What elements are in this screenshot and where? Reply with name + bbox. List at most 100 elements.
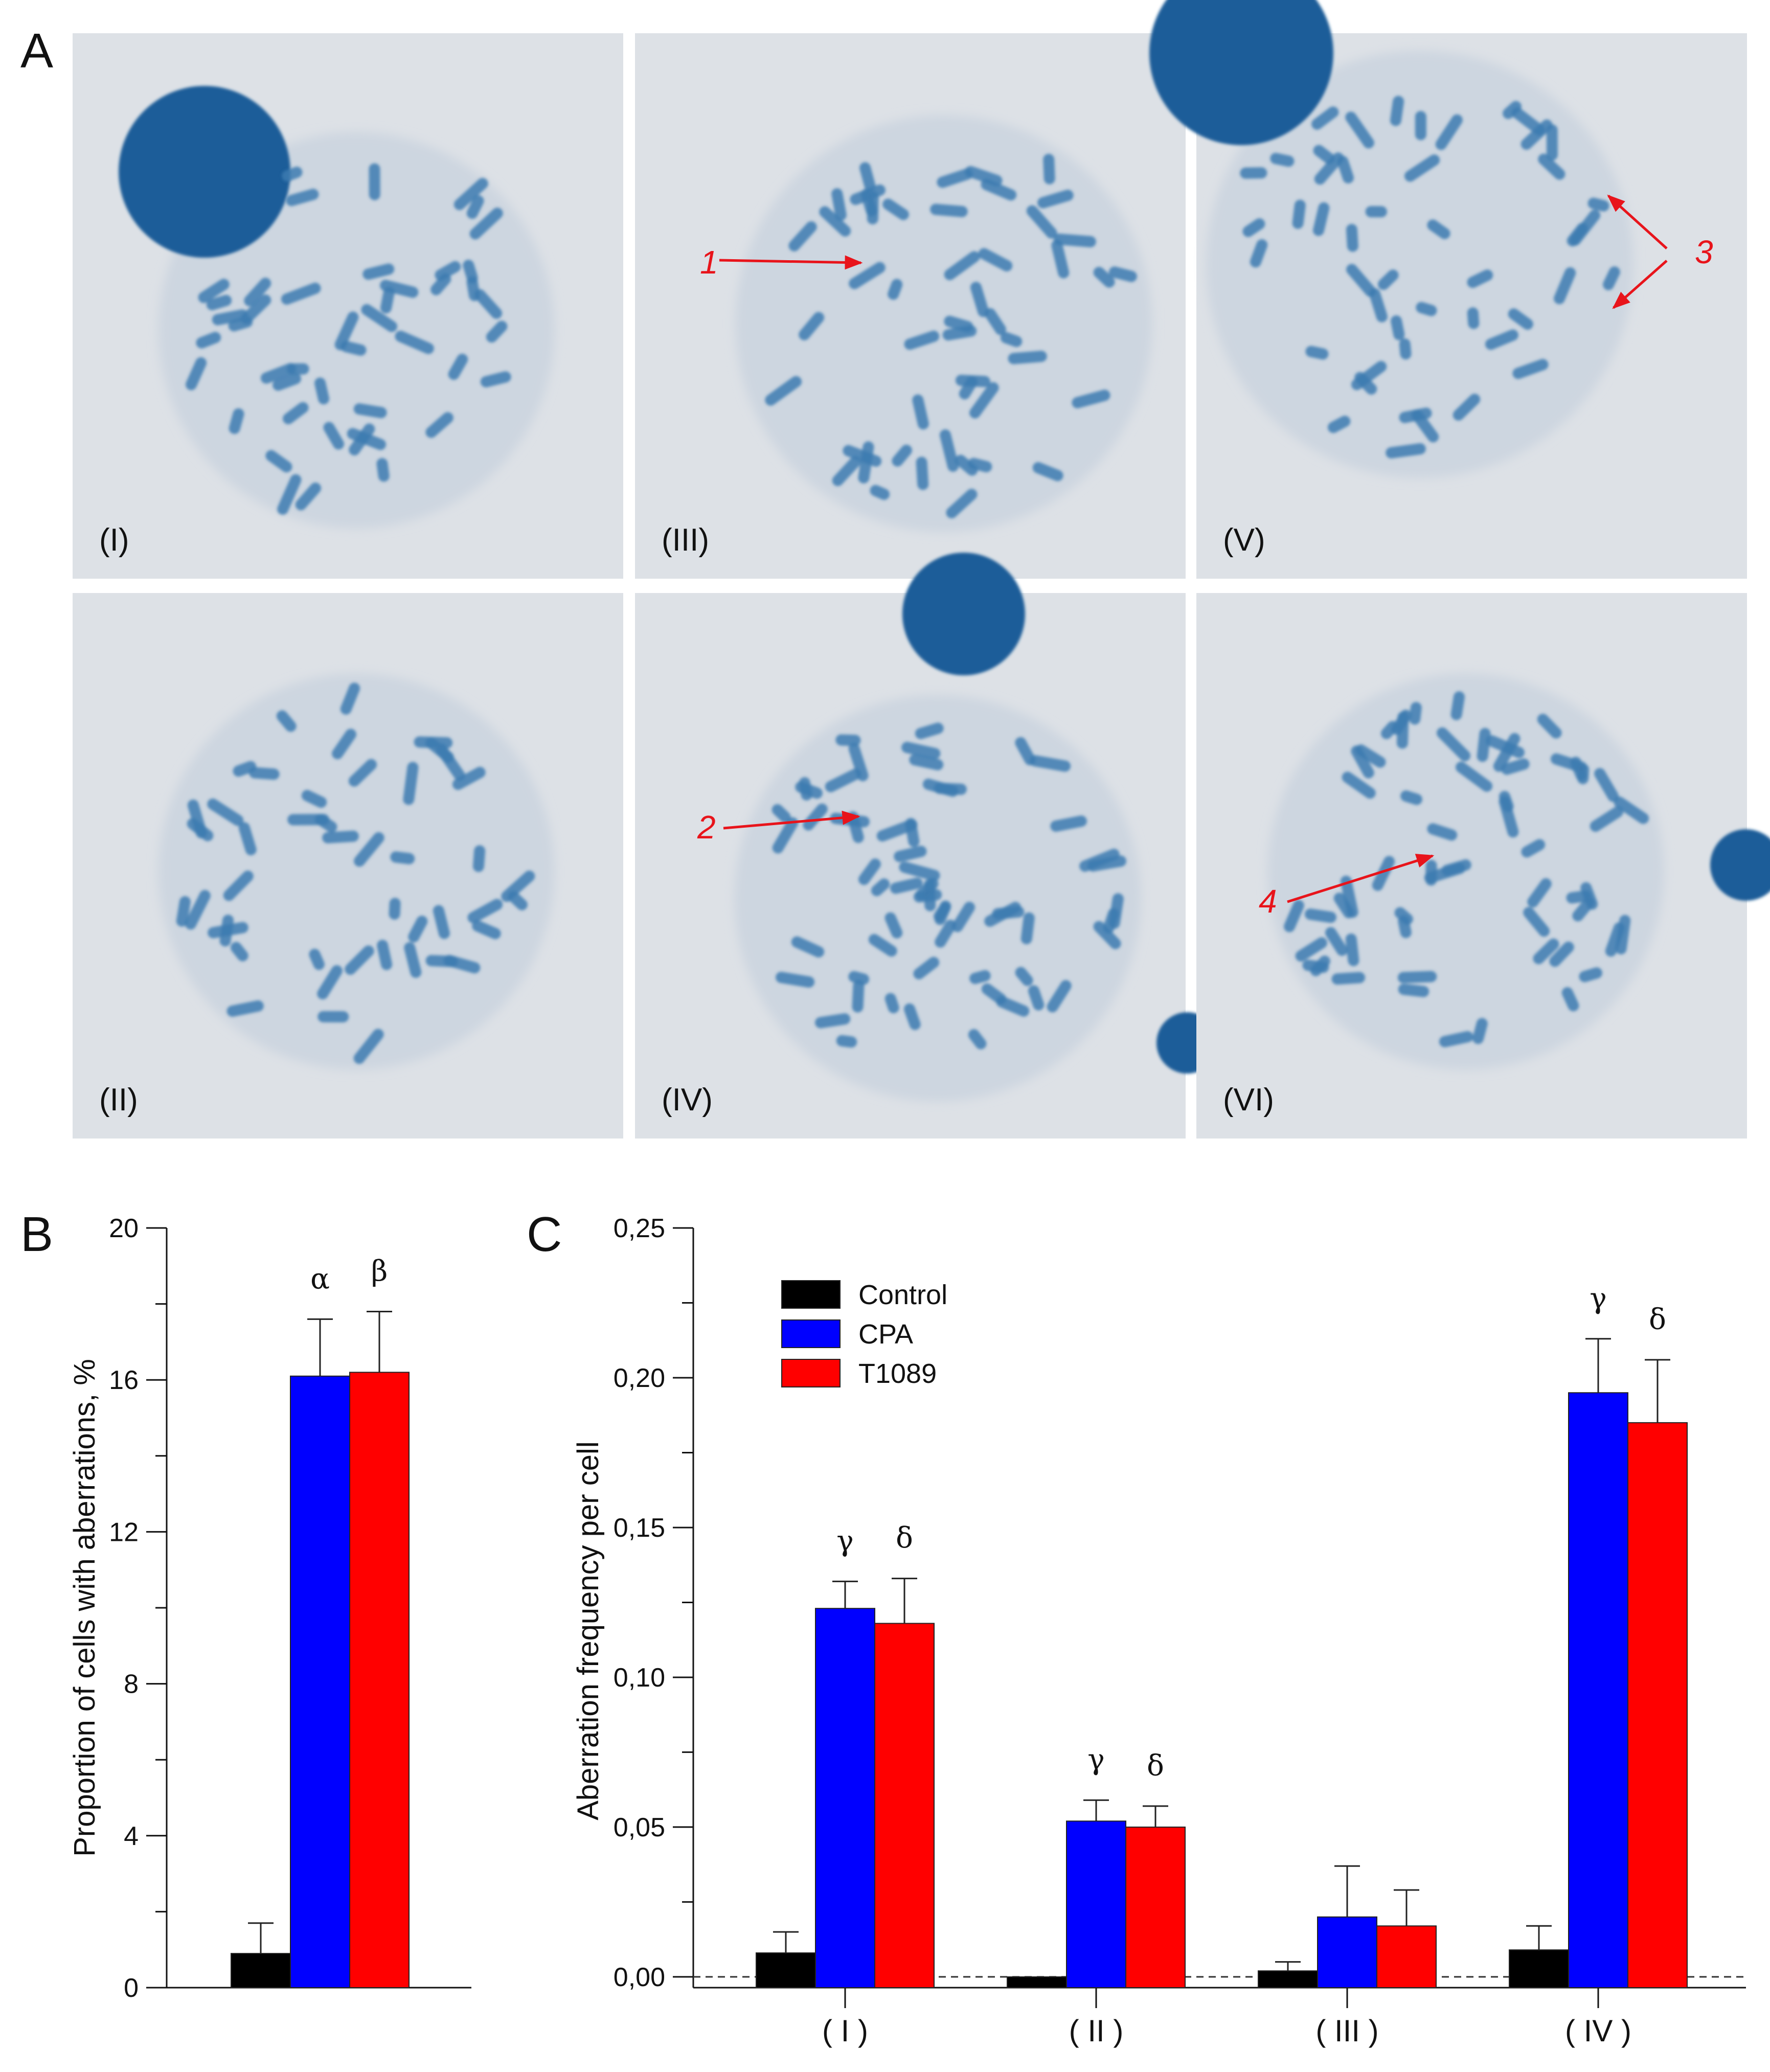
chromosome [934,782,967,795]
chromosome [788,221,817,252]
chromosome [858,858,881,885]
x-tick-label: ( II ) [1069,2014,1124,2048]
chromosome [1311,106,1339,130]
chromosome [901,742,941,759]
chromosome [1108,266,1137,282]
panel-letter-c: C [527,1207,562,1262]
chromosome [1603,266,1620,290]
chromosome [314,814,337,833]
chromosome [1047,980,1072,1013]
significance-mark: δ [1649,1303,1666,1336]
chromosome [1605,922,1625,957]
chromosome-spread [1240,96,1620,459]
chromosome [1561,987,1579,1012]
chromosome [951,901,975,932]
chromosome [819,206,851,237]
chromosome [501,870,535,902]
chromosome [1537,714,1562,739]
chromosome [765,376,802,406]
chromosome [912,394,929,430]
bar-control [1258,1970,1318,1988]
y-axis-title: Proportion of cells with aberrations, % [68,1359,101,1857]
chromosome [1000,332,1023,347]
chromosome [904,330,940,350]
chromosome [403,762,419,805]
chromosome [1553,267,1576,305]
chromosome [1240,167,1267,179]
chromosome [890,877,923,894]
chromosome [1295,937,1327,962]
chromosome [803,803,828,831]
chromosome [347,428,387,450]
chromosome [1567,222,1588,247]
chromosome [1508,308,1533,330]
chromosome [1486,735,1525,758]
chromosome [1305,346,1329,360]
y-tick-label: 0,00 [614,1963,665,1992]
micrograph-label: (III) [662,522,709,558]
chromosome [1369,288,1388,323]
chromosome-spread [765,153,1137,518]
chromosome [1037,190,1074,209]
chromosome [1399,407,1432,423]
chromosome [850,184,886,205]
chromosome [265,450,292,473]
chromosome [1292,199,1306,229]
chromosome [791,936,825,958]
chromosome [848,743,869,782]
y-tick-label: 12 [109,1517,139,1547]
chromosome [283,402,309,424]
chromosome [1409,702,1422,725]
chromosome [223,870,254,901]
chromosome [1314,152,1344,185]
arrow-icon [719,255,863,270]
chromosome [404,942,422,978]
chromosome [425,955,458,967]
chromosome [903,1003,921,1030]
chromosome [226,1000,264,1017]
chromosome [882,198,909,220]
chromosome [1594,768,1619,802]
chromosome [970,282,989,317]
chromosome [884,993,899,1014]
legend-swatch [781,1359,841,1387]
chromosome [317,1011,349,1022]
bar-series-2 [349,1372,410,1989]
chromosome [814,1013,851,1029]
chromosome [1614,796,1649,824]
chromosome [1242,218,1265,237]
chromosome [389,898,401,920]
interphase-nucleus [1149,0,1333,145]
arrow-icon [723,810,860,830]
interphase-nucleus [119,86,290,258]
significance-mark: γ [836,1524,853,1558]
significance-mark: α [310,1262,330,1295]
chromosome [1577,764,1590,785]
y-tick-label: 0,05 [614,1813,665,1842]
chromosome [1397,971,1437,984]
chromosome [871,878,890,897]
chromosome [831,188,847,221]
chromosome [905,818,920,847]
chromosome [207,798,244,826]
chromosome [474,289,503,319]
chromosome [832,456,861,486]
chromosome [248,767,280,780]
bar-cpa [1568,1392,1628,1989]
chromosome [1093,266,1115,288]
chromosome [899,861,940,881]
chromosome [968,1029,987,1050]
chromosome [361,304,398,332]
bar-series-0 [231,1953,291,1988]
panel-letter-b: B [20,1207,54,1262]
chromosome [1499,795,1519,838]
chromosome-spread [186,163,511,515]
chromosome [939,429,959,472]
chromosome [1398,984,1429,997]
chromosome [369,163,380,200]
chromosome [1284,900,1304,932]
bar-series-1 [290,1375,350,1988]
chromosome [849,262,886,289]
chromosome [354,832,384,867]
